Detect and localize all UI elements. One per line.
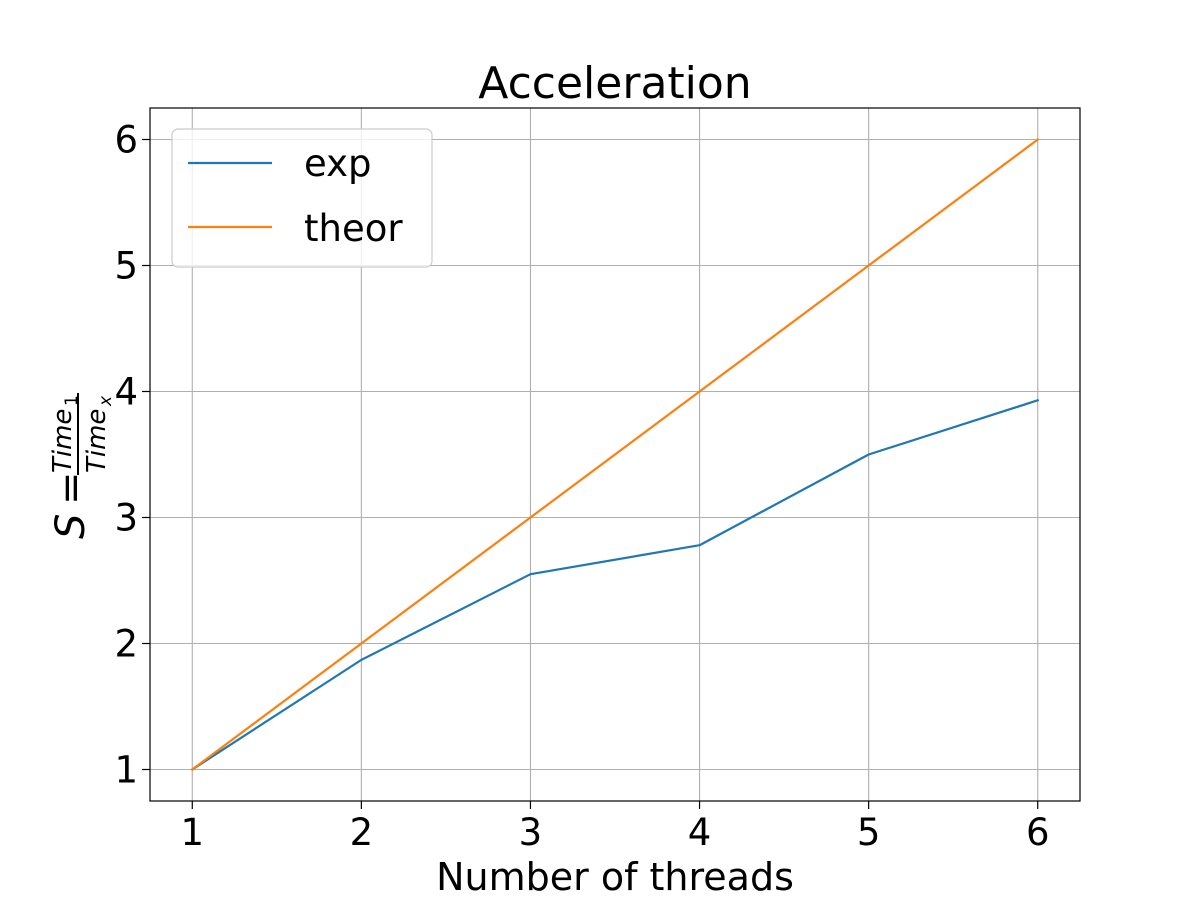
y-axis-label: S = Time 1 Time x	[48, 393, 116, 539]
x-axis-ticks: 1 2 3 4 5 6	[180, 801, 1050, 854]
x-tick-label: 3	[519, 811, 543, 854]
y-tick-label: 6	[114, 119, 138, 162]
series-lines	[190, 137, 1040, 772]
y-axis-label-equals: =	[48, 471, 94, 505]
x-tick-label: 5	[857, 811, 881, 854]
y-axis-label-denominator: Time	[82, 409, 112, 473]
y-axis-label-lhs: S	[48, 514, 94, 539]
y-tick-label: 1	[114, 749, 138, 792]
legend-label-exp: exp	[304, 142, 372, 185]
x-axis-label: Number of threads	[436, 855, 794, 899]
y-tick-label: 2	[114, 623, 138, 666]
x-tick-label: 1	[180, 811, 204, 854]
legend-label-theor: theor	[304, 207, 403, 250]
x-tick-label: 6	[1026, 811, 1050, 854]
plot-frame	[149, 107, 1081, 802]
x-tick-label: 4	[688, 811, 712, 854]
y-tick-label: 4	[114, 371, 138, 414]
y-tick-label: 3	[114, 497, 138, 540]
series-line-exp	[190, 398, 1040, 772]
legend: exp theor	[171, 128, 433, 268]
x-tick-label: 2	[350, 811, 374, 854]
y-axis-label-denominator-sub: x	[96, 395, 116, 407]
series-line-theor	[190, 137, 1040, 772]
y-axis-label-numerator: Time	[48, 409, 78, 473]
y-axis-ticks: 1 2 3 4 5 6	[114, 119, 150, 792]
y-axis-label-numerator-sub: 1	[62, 395, 82, 406]
y-tick-label: 5	[114, 245, 138, 288]
chart-title: Acceleration	[478, 58, 751, 109]
